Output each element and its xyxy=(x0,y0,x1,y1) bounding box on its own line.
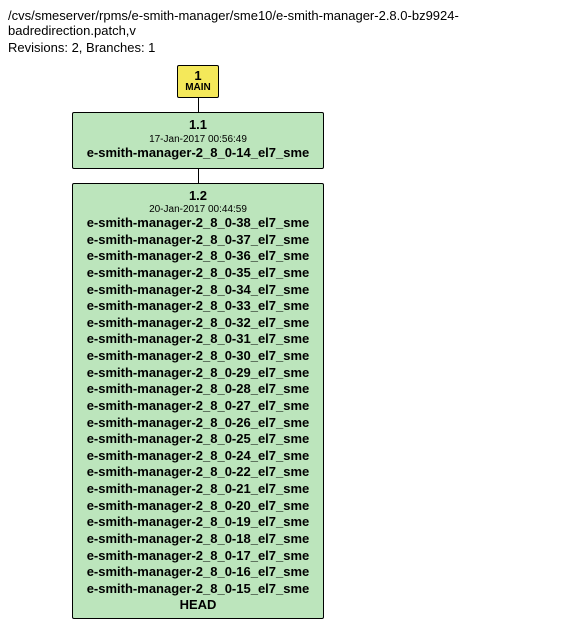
connector-line xyxy=(198,169,199,183)
tag-list: e-smith-manager-2_8_0-14_el7_sme xyxy=(87,145,310,162)
tag-label: e-smith-manager-2_8_0-35_el7_sme xyxy=(87,265,310,282)
tag-label: e-smith-manager-2_8_0-26_el7_sme xyxy=(87,415,310,432)
tag-label: e-smith-manager-2_8_0-34_el7_sme xyxy=(87,282,310,299)
tag-label: e-smith-manager-2_8_0-33_el7_sme xyxy=(87,298,310,315)
tag-label: e-smith-manager-2_8_0-16_el7_sme xyxy=(87,564,310,581)
tag-label: e-smith-manager-2_8_0-28_el7_sme xyxy=(87,381,310,398)
revision-date: 17-Jan-2017 00:56:49 xyxy=(87,134,310,145)
branch-node-main[interactable]: 1 MAIN xyxy=(177,65,219,98)
tag-label: e-smith-manager-2_8_0-32_el7_sme xyxy=(87,315,310,332)
tag-label: e-smith-manager-2_8_0-24_el7_sme xyxy=(87,448,310,465)
tag-label: e-smith-manager-2_8_0-37_el7_sme xyxy=(87,232,310,249)
revision-version: 1.2 xyxy=(87,188,310,204)
revisions-summary: Revisions: 2, Branches: 1 xyxy=(8,40,570,55)
tag-label: e-smith-manager-2_8_0-22_el7_sme xyxy=(87,464,310,481)
tag-label: e-smith-manager-2_8_0-17_el7_sme xyxy=(87,548,310,565)
revision-version: 1.1 xyxy=(87,117,310,133)
connector-line xyxy=(198,98,199,112)
revision-node-1-1[interactable]: 1.1 17-Jan-2017 00:56:49 e-smith-manager… xyxy=(72,112,325,168)
revision-graph: 1 MAIN 1.1 17-Jan-2017 00:56:49 e-smith-… xyxy=(38,65,358,619)
tag-list: e-smith-manager-2_8_0-38_el7_smee-smith-… xyxy=(87,215,310,597)
revision-date: 20-Jan-2017 00:44:59 xyxy=(87,204,310,215)
tag-label: e-smith-manager-2_8_0-29_el7_sme xyxy=(87,365,310,382)
path-text: /cvs/smeserver/rpms/e-smith-manager/sme1… xyxy=(8,8,570,38)
tag-label: e-smith-manager-2_8_0-18_el7_sme xyxy=(87,531,310,548)
head-label: HEAD xyxy=(87,597,310,612)
tag-label: e-smith-manager-2_8_0-31_el7_sme xyxy=(87,331,310,348)
revision-node-1-2[interactable]: 1.2 20-Jan-2017 00:44:59 e-smith-manager… xyxy=(72,183,325,620)
tag-label: e-smith-manager-2_8_0-27_el7_sme xyxy=(87,398,310,415)
tag-label: e-smith-manager-2_8_0-38_el7_sme xyxy=(87,215,310,232)
branch-name: MAIN xyxy=(182,83,214,93)
tag-label: e-smith-manager-2_8_0-20_el7_sme xyxy=(87,498,310,515)
tag-label: e-smith-manager-2_8_0-21_el7_sme xyxy=(87,481,310,498)
tag-label: e-smith-manager-2_8_0-15_el7_sme xyxy=(87,581,310,598)
tag-label: e-smith-manager-2_8_0-30_el7_sme xyxy=(87,348,310,365)
tag-label: e-smith-manager-2_8_0-36_el7_sme xyxy=(87,248,310,265)
branch-number: 1 xyxy=(182,69,214,83)
tag-label: e-smith-manager-2_8_0-14_el7_sme xyxy=(87,145,310,162)
tag-label: e-smith-manager-2_8_0-25_el7_sme xyxy=(87,431,310,448)
tag-label: e-smith-manager-2_8_0-19_el7_sme xyxy=(87,514,310,531)
